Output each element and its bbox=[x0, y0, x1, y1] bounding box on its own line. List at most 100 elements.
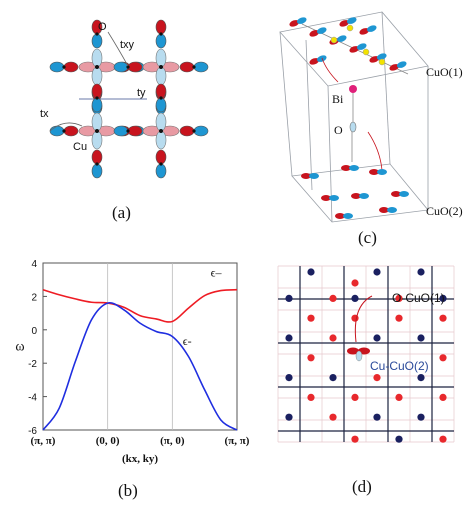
o-atom bbox=[349, 121, 357, 133]
o-p-lobe bbox=[155, 19, 167, 35]
orbital-lobe bbox=[309, 173, 319, 179]
cu-site-dot bbox=[373, 268, 381, 276]
o-site-dot bbox=[395, 393, 403, 401]
o-site-dot bbox=[307, 354, 315, 362]
label-txy: txy bbox=[120, 39, 135, 51]
orbital-lobe bbox=[379, 207, 389, 213]
orbital-lobe bbox=[289, 20, 300, 27]
orbital-lobe bbox=[351, 193, 361, 199]
orbital-lobe bbox=[343, 213, 353, 219]
yellow-atom bbox=[362, 48, 370, 56]
unit-cell-edge bbox=[327, 85, 333, 223]
orbital-lobe bbox=[329, 195, 339, 201]
cu-atom bbox=[95, 65, 99, 69]
o-atom bbox=[126, 129, 130, 133]
cu-d-lobe bbox=[155, 112, 167, 132]
o-p-lobe bbox=[155, 163, 167, 179]
o-site-dot bbox=[329, 334, 337, 342]
o-site-dot bbox=[439, 393, 447, 401]
cu-site-dot bbox=[285, 374, 293, 382]
o-p-lobe bbox=[63, 125, 79, 137]
label-cuo2: CuO(2) bbox=[426, 204, 463, 218]
orbital-lobe bbox=[346, 17, 357, 24]
label-bi: Bi bbox=[332, 92, 344, 106]
yellow-atom bbox=[346, 24, 354, 32]
x-tick-label: (π, π) bbox=[31, 435, 56, 447]
o-p-lobe bbox=[91, 33, 103, 49]
caption-a: (a) bbox=[112, 203, 131, 222]
o-site-dot bbox=[307, 393, 315, 401]
label-tx: tx bbox=[40, 108, 49, 120]
lattice-projection-diagram: O-CuO(1) Cu-CuO(2) bbox=[277, 265, 455, 443]
yellow-atom bbox=[378, 58, 386, 66]
orbital-lobe bbox=[369, 169, 379, 175]
o-p-lobe bbox=[179, 61, 195, 73]
orbital-lobe bbox=[321, 195, 331, 201]
hopping-arc-tx bbox=[49, 122, 83, 132]
x-tick-label: (π, π) bbox=[225, 435, 250, 447]
o-site-dot bbox=[351, 435, 359, 443]
y-tick-label: -2 bbox=[28, 359, 37, 370]
series-line-upper bbox=[42, 288, 238, 323]
x-tick-label: (π, 0) bbox=[160, 435, 185, 447]
o-p-lobe bbox=[127, 125, 143, 137]
unit-cell-edge bbox=[381, 11, 391, 165]
o-site-dot bbox=[307, 314, 315, 322]
o-atom bbox=[62, 65, 66, 69]
o-p-lobe bbox=[127, 61, 143, 73]
label-o-c: O bbox=[334, 123, 343, 137]
arrow-curve bbox=[354, 295, 373, 343]
cu-site-dot bbox=[329, 374, 337, 382]
o-site-dot bbox=[395, 314, 403, 322]
orbital-lobe bbox=[341, 165, 351, 171]
caption-d: (d) bbox=[352, 477, 372, 496]
o-atom bbox=[159, 96, 163, 100]
orbital-lobe bbox=[347, 347, 359, 355]
o-atom bbox=[62, 129, 66, 133]
unit-cell-edge bbox=[279, 31, 293, 177]
orbital-lobe bbox=[391, 191, 401, 197]
cu-site-dot bbox=[417, 334, 425, 342]
orbital-lobe bbox=[301, 173, 311, 179]
cu-d-lobe bbox=[91, 112, 103, 132]
cu-d-lobe bbox=[155, 48, 167, 68]
orbital-lobe bbox=[349, 165, 359, 171]
orbital-lobe bbox=[359, 28, 370, 35]
orbital-lobe bbox=[309, 58, 320, 65]
o-atom bbox=[126, 65, 130, 69]
o-p-lobe bbox=[91, 83, 103, 99]
cu-site bbox=[78, 48, 116, 86]
cu-d-lobe bbox=[91, 66, 103, 86]
caption-c: (c) bbox=[358, 228, 377, 247]
o-p-lobe bbox=[155, 97, 167, 113]
o-atom bbox=[159, 32, 163, 36]
label-o-cuo1: O-CuO(1) bbox=[392, 291, 445, 305]
panel-b: 4 2 0 -2 -4 -6 (π, π) (0, 0) (π, 0) (π, π) ω (kx, k… bbox=[0, 252, 252, 502]
o-p-lobe bbox=[113, 125, 129, 137]
arrow-curve bbox=[367, 131, 383, 171]
y-tick-label: 4 bbox=[31, 259, 37, 270]
orbital-lobe bbox=[376, 53, 387, 60]
bi-atom bbox=[349, 85, 357, 93]
o-p-lobe bbox=[63, 61, 79, 73]
orbital-lobe bbox=[296, 17, 307, 24]
orbital-lobe bbox=[339, 20, 350, 27]
o-p-lobe bbox=[193, 125, 209, 137]
x-axis-label: (kx, ky) bbox=[122, 453, 158, 465]
cu-atom bbox=[95, 129, 99, 133]
label-cu-cuo2: Cu-CuO(2) bbox=[370, 359, 429, 373]
cu-site-dot bbox=[285, 334, 293, 342]
orbital-lobe bbox=[316, 27, 327, 34]
o-site-dot bbox=[329, 413, 337, 421]
cu-site-dot bbox=[417, 413, 425, 421]
o-atom bbox=[95, 162, 99, 166]
orbital-lobe bbox=[377, 169, 387, 175]
orbital-lobe bbox=[336, 35, 347, 42]
y-axis-label: ω bbox=[15, 340, 24, 355]
orbital-lobe bbox=[355, 350, 363, 362]
cu-site-dot bbox=[373, 413, 381, 421]
o-atom bbox=[95, 32, 99, 36]
orbital-lobe bbox=[396, 61, 407, 68]
cu-d-lobe bbox=[155, 66, 167, 86]
cu-d-lobe bbox=[155, 130, 167, 150]
